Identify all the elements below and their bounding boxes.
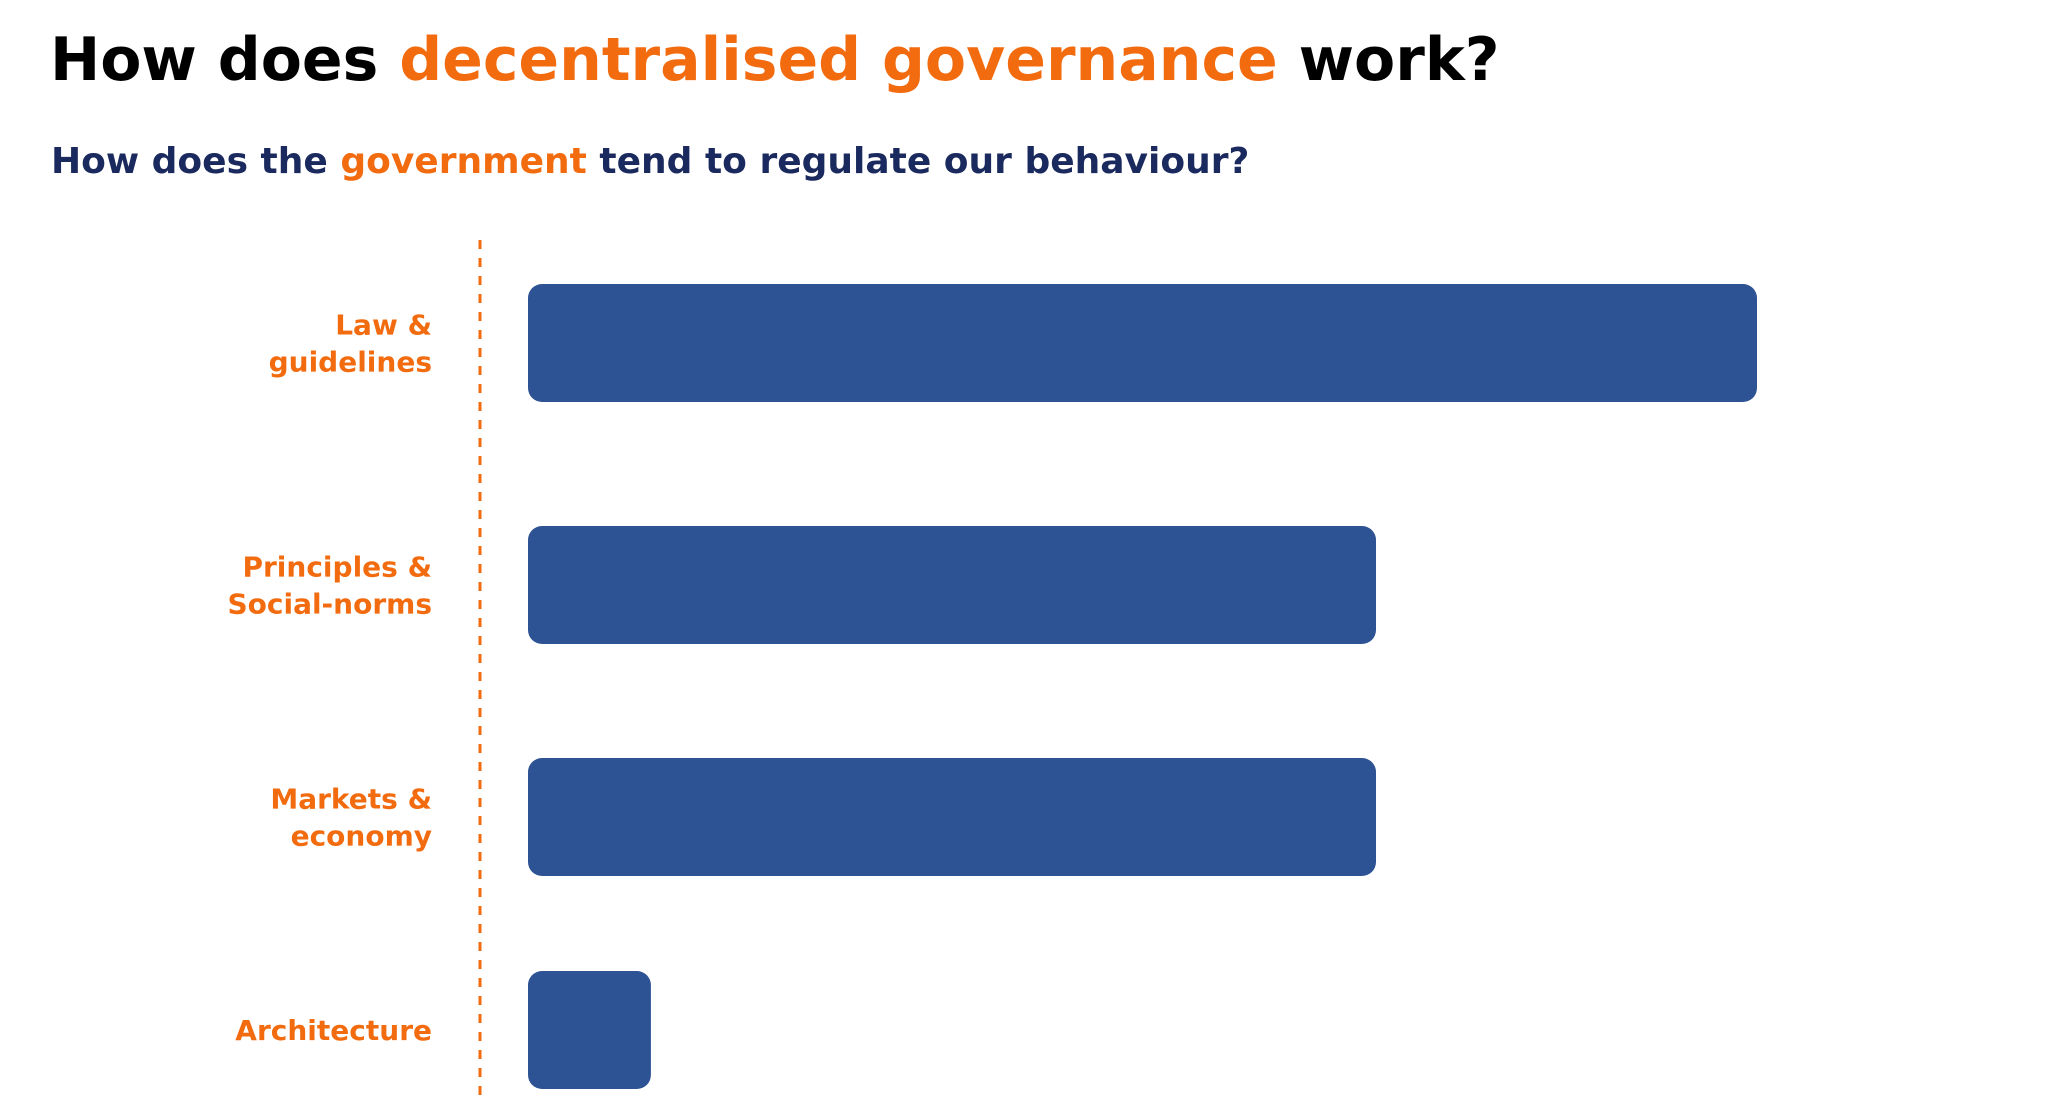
page-title: How does decentralised governance work? <box>50 20 1500 100</box>
category-label-3: Architecture <box>235 1014 432 1047</box>
title-accent: decentralised governance <box>399 25 1278 95</box>
category-label-line: Social-norms <box>227 588 432 621</box>
category-label-line: guidelines <box>269 346 432 379</box>
category-label-0: Law & guidelines <box>269 309 432 379</box>
bar-3 <box>528 971 651 1089</box>
bar-1 <box>528 526 1377 644</box>
chart-area: Law & guidelines Principles & Social-norms M… <box>0 230 2048 1100</box>
subtitle-prefix: How does the <box>51 141 341 182</box>
category-label-line: Architecture <box>235 1014 432 1047</box>
category-label-line: Principles & <box>242 551 432 584</box>
category-label-2: Markets & economy <box>270 783 432 853</box>
subtitle-suffix: tend to regulate our behaviour? <box>586 141 1250 182</box>
category-label-line: Markets & <box>270 783 432 816</box>
page-subtitle: How does the government tend to regulate… <box>51 137 1249 187</box>
title-prefix: How does <box>50 25 400 95</box>
title-suffix: work? <box>1277 25 1500 95</box>
category-label-1: Principles & Social-norms <box>227 551 432 621</box>
bar-chart: Law & guidelines Principles & Social-norms M… <box>227 240 1757 1100</box>
subtitle-accent: government <box>340 141 587 182</box>
bar-2 <box>528 758 1377 876</box>
category-label-line: economy <box>291 820 432 853</box>
category-label-line: Law & <box>335 309 432 342</box>
bar-0 <box>528 284 1757 402</box>
